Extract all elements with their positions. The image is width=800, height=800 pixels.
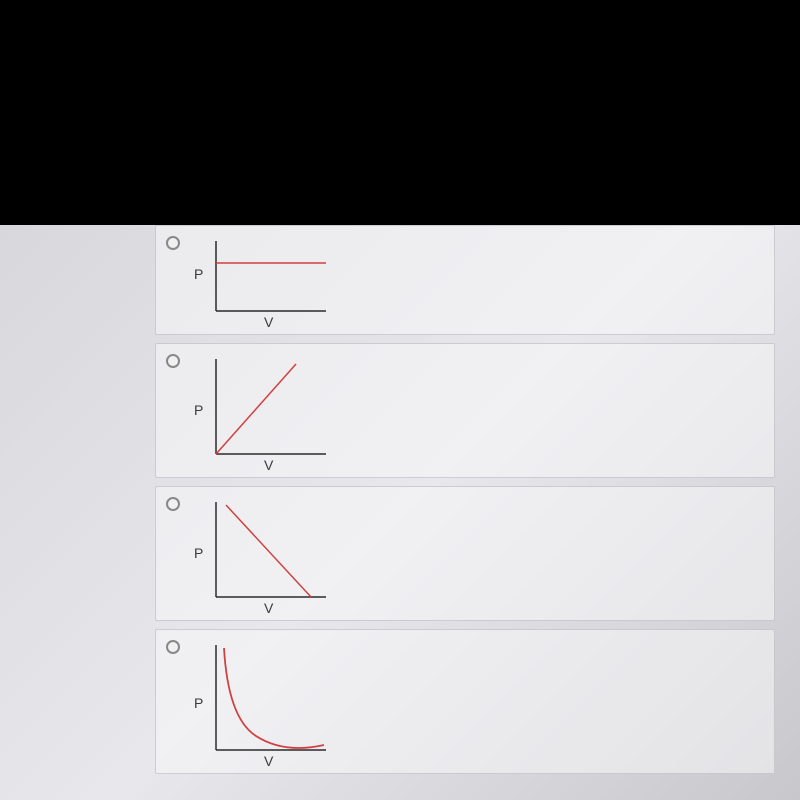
graph-linear-decreasing [196,497,336,617]
graph-container-3: P V [196,497,336,622]
radio-button-2[interactable] [166,354,180,368]
option-panel-1[interactable]: P V [155,225,775,335]
radio-button-4[interactable] [166,640,180,654]
x-axis-label-3: V [264,600,273,616]
graph-container-2: P V [196,354,336,479]
radio-button-1[interactable] [166,236,180,250]
graph-container-1: P V [196,236,336,336]
option-panel-3[interactable]: P V [155,486,775,621]
y-axis-label-3: P [194,545,203,561]
x-axis-label-4: V [264,753,273,769]
y-axis-label-1: P [194,266,203,282]
x-axis-label-1: V [264,314,273,330]
option-panel-2[interactable]: P V [155,343,775,478]
graph-linear-increasing [196,354,336,474]
option-panel-4[interactable]: P V [155,629,775,774]
content-area: P V P V P V [0,225,800,800]
radio-button-3[interactable] [166,497,180,511]
y-axis-label-4: P [194,695,203,711]
x-axis-label-2: V [264,457,273,473]
graph-container-4: P V [196,640,336,775]
y-axis-label-2: P [194,402,203,418]
graph-inverse-curve [196,640,336,770]
